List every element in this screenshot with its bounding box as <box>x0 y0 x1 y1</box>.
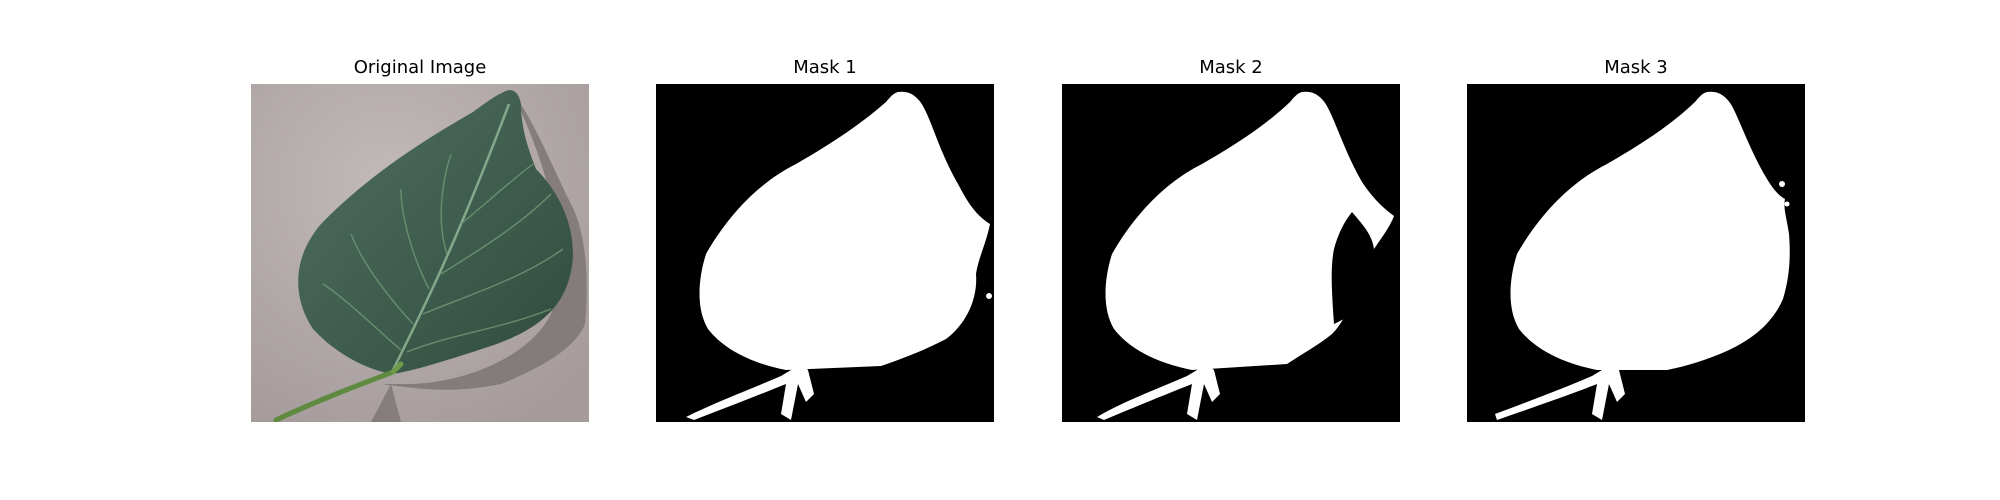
mask-2-image <box>1062 84 1400 422</box>
panel-mask-1: Mask 1 <box>656 0 994 500</box>
panel-title: Mask 3 <box>1467 57 1805 78</box>
panel-mask-2: Mask 2 <box>1062 0 1400 500</box>
panel-mask-3: Mask 3 <box>1467 0 1805 500</box>
panel-title: Original Image <box>251 57 589 78</box>
panel-title: Mask 2 <box>1062 57 1400 78</box>
mask-1-image <box>656 84 994 422</box>
panel-title: Mask 1 <box>656 57 994 78</box>
panel-original-image: Original Image <box>251 0 589 500</box>
original-leaf-photo <box>251 84 589 422</box>
mask-3-image <box>1467 84 1805 422</box>
